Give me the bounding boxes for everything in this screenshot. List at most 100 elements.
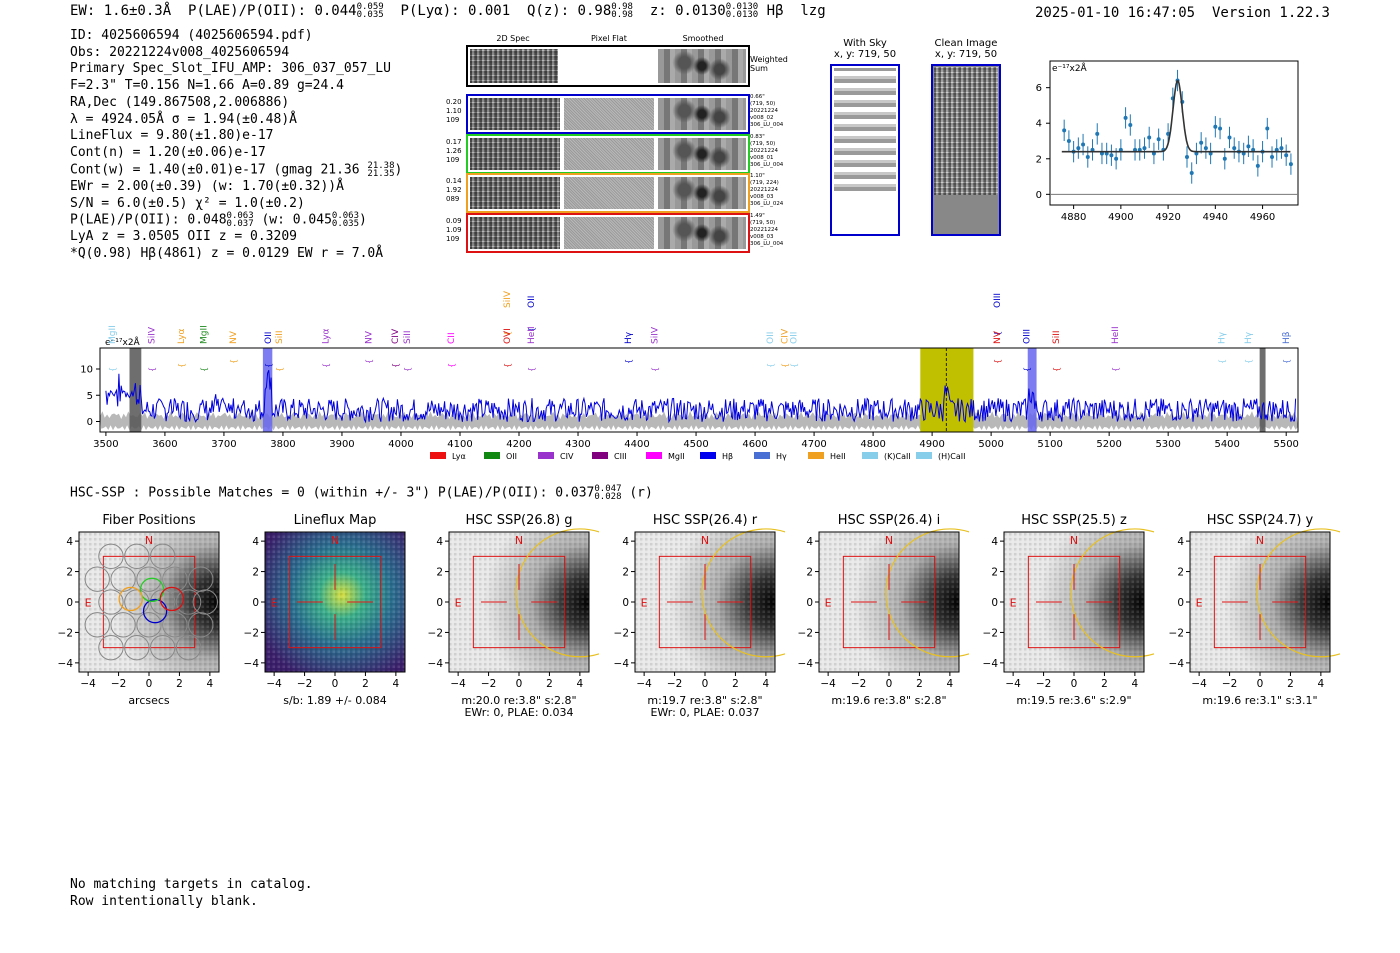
panel-xtick-label: −2 xyxy=(111,678,126,690)
panel-noise xyxy=(635,532,775,672)
galaxy-ellipse xyxy=(1256,528,1340,658)
line-label: SiIV { xyxy=(651,326,661,372)
panel-xtick-label: −2 xyxy=(481,678,496,690)
east-label: E xyxy=(271,597,278,610)
panel-ytick-label: 4 xyxy=(622,536,629,548)
legend-label: MgII xyxy=(668,452,685,461)
line-label: CIV { xyxy=(781,328,791,368)
cutout-row xyxy=(466,173,750,213)
panel-image: N E −4 −2 0 2 4 −4 −2 0 2 4 xyxy=(614,528,785,690)
panel-subtitle-2: EWr: 0, PLAE: 0.034 xyxy=(464,706,574,719)
panel-subtitle-2: EWr: 0, PLAE: 0.037 xyxy=(650,706,760,719)
fit-point xyxy=(1288,162,1293,167)
panel-ytick-label: 2 xyxy=(806,567,813,579)
cutout-row-stat: 109 xyxy=(446,155,460,164)
header-qz-range: 0.98 0.98 xyxy=(611,3,633,20)
cutout-smoothed xyxy=(658,98,746,130)
spectrum-xtick-label: 4700 xyxy=(801,439,826,450)
cutout-row-stat: 0.09 xyxy=(446,216,462,225)
fit-ytick-label: 2 xyxy=(1036,154,1042,165)
fit-xtick-label: 4880 xyxy=(1061,212,1086,223)
line-label-brace: { xyxy=(993,359,1002,364)
cutout-row-meta-line: 306_LU_004 xyxy=(750,161,784,168)
header-tag: lzg xyxy=(800,3,826,19)
cutout-2dspec xyxy=(470,177,560,209)
fit-point xyxy=(1265,126,1270,131)
fiber-circle xyxy=(188,566,214,592)
line-label-brace: { xyxy=(229,359,238,364)
spectrum-ytick-label: 10 xyxy=(80,365,93,376)
line-label-brace: { xyxy=(264,363,273,368)
aperture-box xyxy=(1213,555,1307,649)
line-label-brace: { xyxy=(1244,359,1253,364)
header-qz: Q(z): 0.98 xyxy=(526,3,612,19)
fit-ytick-label: 0 xyxy=(1036,190,1042,201)
line-label-brace: { xyxy=(781,363,790,368)
info-contw-range: 21.38 21.35 xyxy=(367,161,395,179)
line-label-brace: { xyxy=(365,359,374,364)
panel-xtick-label: −4 xyxy=(266,678,282,690)
fit-point xyxy=(1062,128,1067,133)
panel-ytick-label: 2 xyxy=(991,567,998,579)
clean-image-coords: x, y: 719, 50 xyxy=(934,49,998,60)
panel-xtick-label: 0 xyxy=(1071,678,1078,690)
line-label-text: OII xyxy=(766,332,776,344)
line-label-text: CII xyxy=(447,332,457,344)
panel-xtick-label: 2 xyxy=(732,678,739,690)
header-z-range: 0.0130 0.0130 xyxy=(726,3,759,20)
fit-point xyxy=(1128,123,1133,127)
with-sky-coords: x, y: 719, 50 xyxy=(833,49,897,60)
line-label-text: OII xyxy=(527,296,537,308)
fiber-circle xyxy=(150,589,176,615)
header-plae: P(LAE)/P(OII): 0.044 xyxy=(188,3,357,19)
cutout-2dspec xyxy=(470,98,560,130)
line-label-text: Hγ xyxy=(1244,331,1254,344)
aperture-box xyxy=(842,555,936,649)
cutout-row-meta-line: v008_02 xyxy=(750,115,774,121)
east-label: E xyxy=(85,597,92,610)
line-label-text: HeII xyxy=(527,326,537,344)
north-label: N xyxy=(885,534,893,547)
fit-point xyxy=(1279,146,1284,151)
line-label: Lyα { xyxy=(177,328,187,368)
fit-point xyxy=(1156,137,1161,142)
with-sky-image xyxy=(830,64,900,236)
fit-point xyxy=(1255,163,1260,168)
panel-xtick-label: 4 xyxy=(763,678,770,690)
line-label-text: Hγ xyxy=(624,331,634,344)
legend-swatch xyxy=(754,452,770,459)
line-label: OII { xyxy=(527,296,537,332)
legend-swatch xyxy=(484,452,500,459)
panel-xtick-label: −2 xyxy=(297,678,312,690)
header-datetime: 2025-01-10 16:47:05 xyxy=(1034,5,1196,21)
panel-noise xyxy=(265,532,405,672)
fit-point xyxy=(1251,147,1256,152)
line-fit-chart: 4880 4900 4920 4940 4960 0 2 4 6 e⁻¹⁷x2Å xyxy=(1036,60,1299,223)
panel-ytick-label: 0 xyxy=(66,597,73,609)
line-label: NV { xyxy=(229,330,239,364)
panel-ytick-label: −4 xyxy=(983,658,999,670)
fit-point xyxy=(1095,131,1100,136)
info-plae: P(LAE)/P(OII): 0.048 0.063 0.037 (w: 0.045… xyxy=(70,212,402,229)
line-label-brace: { xyxy=(527,367,536,372)
panel-xtick-label: −2 xyxy=(667,678,682,690)
line-label-text: NV xyxy=(229,330,239,344)
fiber-circle xyxy=(84,612,110,638)
info-contw-lo: 21.35 xyxy=(367,168,395,179)
line-label-text: SiIV xyxy=(651,326,661,344)
east-label: E xyxy=(1196,597,1203,610)
header-timestamp: 2025-01-10 16:47:05 Version 1.22.3 xyxy=(1035,5,1330,21)
line-label-brace: { xyxy=(275,367,284,372)
info-radec: RA,Dec (149.867508,2.006886) xyxy=(70,94,290,110)
panel-xtick-label: 2 xyxy=(916,678,923,690)
spectrum-xtick-label: 5400 xyxy=(1214,439,1239,450)
info-contn: Cont(n) = 1.20(±0.06)e-17 xyxy=(70,144,266,160)
line-label-brace: { xyxy=(391,363,400,368)
north-label: N xyxy=(145,534,153,547)
spectrum-xtick-label: 5000 xyxy=(978,439,1003,450)
line-label: CII { xyxy=(447,332,457,368)
line-label: NV{ xyxy=(993,330,1003,364)
hsc-summary-lo: 0.028 xyxy=(594,492,622,502)
clean-image xyxy=(931,64,1001,236)
footer-line-1: No matching targets in catalog. xyxy=(70,877,313,892)
